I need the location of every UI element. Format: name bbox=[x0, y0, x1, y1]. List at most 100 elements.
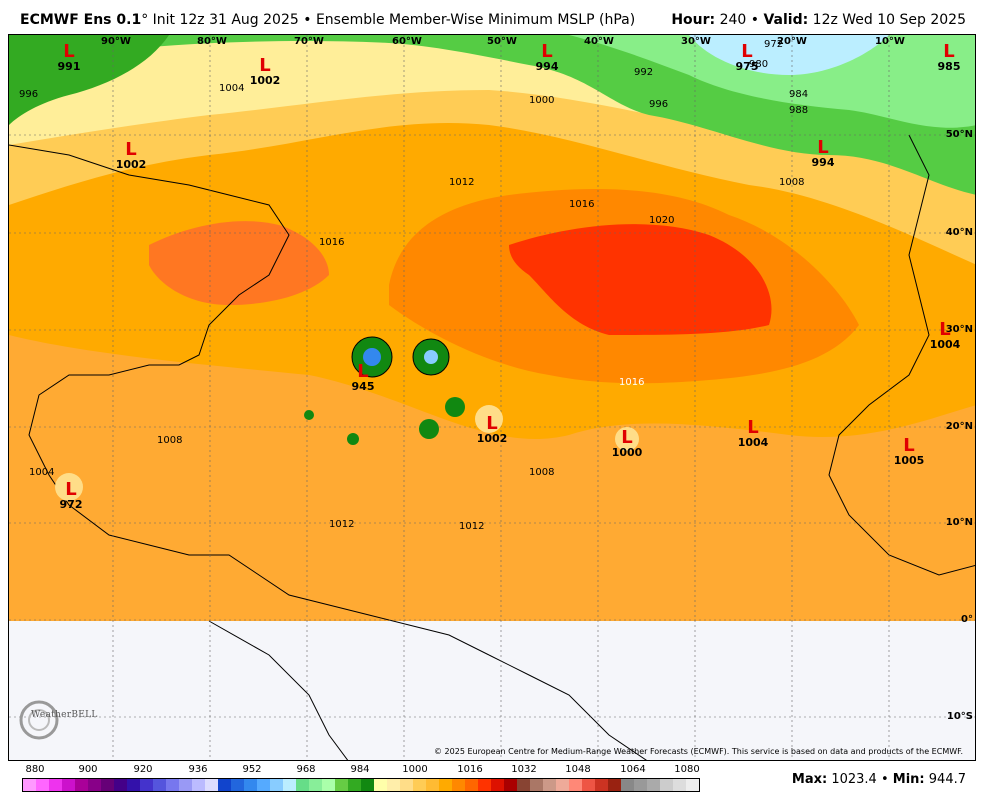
low-value: 1002 bbox=[476, 432, 508, 445]
high-core bbox=[509, 224, 772, 335]
map-panel[interactable]: 996 992 996 1000 1004 1008 1012 1016 102… bbox=[8, 34, 976, 761]
contour-label: 992 bbox=[634, 67, 653, 78]
colorbar-segment bbox=[153, 779, 166, 791]
valid-value: 12z Wed 10 Sep 2025 bbox=[812, 12, 966, 28]
pressure-colorbar bbox=[22, 778, 700, 792]
colorbar-tick-label: 1032 bbox=[511, 764, 537, 775]
lat-label: 30°N bbox=[945, 324, 973, 335]
hurricane-low-core bbox=[363, 348, 381, 366]
low-value: 985 bbox=[937, 60, 961, 73]
contour-label: 1008 bbox=[779, 177, 804, 188]
colorbar-segment bbox=[504, 779, 517, 791]
weak-low-region bbox=[475, 405, 503, 433]
colorbar-segment bbox=[62, 779, 75, 791]
low-pressure-marker: L 975 bbox=[727, 43, 767, 73]
contour-label: 1016 bbox=[319, 237, 344, 248]
colorbar-segment bbox=[36, 779, 49, 791]
low-value: 1005 bbox=[893, 454, 925, 467]
low-letter: L bbox=[486, 413, 498, 434]
contour-label: 1016 bbox=[569, 199, 594, 210]
tropical-low-small bbox=[419, 419, 439, 439]
low-value: 1004 bbox=[737, 436, 769, 449]
colorbar-segment bbox=[244, 779, 257, 791]
colorbar-tick-label: 900 bbox=[78, 764, 98, 775]
colorbar-segment bbox=[660, 779, 673, 791]
colorbar-segment bbox=[335, 779, 348, 791]
colorbar-tick-label: 952 bbox=[242, 764, 262, 775]
lon-label: 50°W bbox=[487, 36, 517, 47]
low-pressure-marker: L 994 bbox=[527, 43, 567, 73]
low-value: 1004 bbox=[929, 338, 961, 351]
low-value: 991 bbox=[57, 60, 81, 73]
colorbar-segment bbox=[400, 779, 413, 791]
nw-green-region bbox=[9, 35, 169, 125]
lon-label: 60°W bbox=[392, 36, 422, 47]
low-value: 972 bbox=[59, 498, 83, 511]
contour-label: 1004 bbox=[219, 83, 244, 94]
colorbar-segment bbox=[309, 779, 322, 791]
low-letter: L bbox=[541, 41, 553, 62]
lon-label: 10°W bbox=[875, 36, 905, 47]
low-letter: L bbox=[903, 435, 915, 456]
colorbar-segment bbox=[543, 779, 556, 791]
coastline-south-america bbox=[208, 620, 647, 760]
mslp-map: 996 992 996 1000 1004 1008 1012 1016 102… bbox=[9, 35, 975, 760]
colorbar-segment bbox=[218, 779, 231, 791]
light-green-region bbox=[569, 35, 975, 128]
low-value: 1002 bbox=[115, 158, 147, 171]
colorbar-segment bbox=[374, 779, 387, 791]
stats-separator: • bbox=[880, 772, 889, 787]
logo-swirl-icon bbox=[19, 700, 59, 740]
colorbar-segment bbox=[556, 779, 569, 791]
low-value: 975 bbox=[735, 60, 759, 73]
low-pressure-marker: L 1000 bbox=[607, 429, 647, 459]
colorbar-segment bbox=[452, 779, 465, 791]
colorbar-segment bbox=[88, 779, 101, 791]
tropical-low-core bbox=[424, 350, 438, 364]
colorbar-segment bbox=[361, 779, 374, 791]
lon-label: 80°W bbox=[197, 36, 227, 47]
no-data-region bbox=[9, 621, 975, 760]
colorbar-segment bbox=[686, 779, 699, 791]
contour-label: 1012 bbox=[329, 519, 354, 530]
low-letter: L bbox=[939, 319, 951, 340]
low-letter: L bbox=[943, 41, 955, 62]
contour-label: 1020 bbox=[649, 215, 674, 226]
colorbar-segment bbox=[621, 779, 634, 791]
colorbar-tick-label: 968 bbox=[296, 764, 316, 775]
low-letter: L bbox=[741, 41, 753, 62]
logo-text: WeatherBELL bbox=[31, 710, 98, 720]
colorbar-tick-label: 1016 bbox=[457, 764, 483, 775]
tropical-low-small bbox=[445, 397, 465, 417]
colorbar-segment bbox=[166, 779, 179, 791]
low-pressure-marker: L 985 bbox=[929, 43, 969, 73]
copyright-notice: © 2025 European Centre for Medium-Range … bbox=[434, 747, 963, 756]
low-pressure-marker: L 1004 bbox=[733, 419, 773, 449]
colorbar-segment bbox=[647, 779, 660, 791]
colorbar-segment bbox=[205, 779, 218, 791]
colorbar-segment bbox=[192, 779, 205, 791]
lat-label: 0° bbox=[961, 614, 973, 625]
lon-label: 30°W bbox=[681, 36, 711, 47]
contour-label: 996 bbox=[19, 89, 38, 100]
low-pressure-marker: L 1002 bbox=[111, 141, 151, 171]
tropical-low-small bbox=[347, 433, 359, 445]
low-letter: L bbox=[125, 139, 137, 160]
deep-low-core bbox=[689, 35, 889, 75]
colorbar-segment bbox=[75, 779, 88, 791]
contour-label: 1012 bbox=[459, 521, 484, 532]
hour-label: Hour: bbox=[671, 12, 716, 28]
low-letter: L bbox=[65, 479, 77, 500]
colorbar-segment bbox=[517, 779, 530, 791]
lon-label: 90°W bbox=[101, 36, 131, 47]
lat-label: 10°S bbox=[946, 711, 973, 722]
colorbar-segment bbox=[569, 779, 582, 791]
colorbar-segment bbox=[283, 779, 296, 791]
pacific-low-region bbox=[55, 473, 83, 501]
contour-label: 984 bbox=[789, 89, 808, 100]
contour-label: 988 bbox=[789, 105, 808, 116]
colorbar-tick-label: 1080 bbox=[674, 764, 700, 775]
low-pressure-marker: L 1002 bbox=[472, 415, 512, 445]
colorbar-tick-label: 984 bbox=[350, 764, 370, 775]
colorbar-segment bbox=[413, 779, 426, 791]
